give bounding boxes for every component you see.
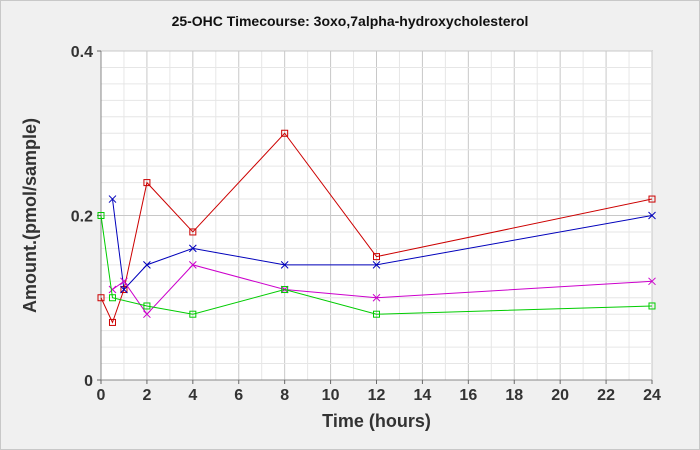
data-point <box>648 277 656 286</box>
x-tick-label: 2 <box>142 387 151 404</box>
data-point <box>648 302 656 310</box>
data-point <box>143 179 151 187</box>
data-point <box>373 253 380 261</box>
data-point <box>189 310 197 318</box>
data-point <box>120 277 128 286</box>
data-point <box>108 195 117 203</box>
series-line <box>100 132 653 324</box>
x-tick-label: 16 <box>459 387 477 404</box>
x-tick-label: 14 <box>414 387 432 404</box>
series-layer <box>97 129 656 326</box>
data-point <box>97 212 105 219</box>
grid <box>100 50 653 381</box>
data-point <box>188 260 197 269</box>
y-tick-label: 0 <box>84 373 93 390</box>
series-line <box>100 215 653 315</box>
x-tick-label: 18 <box>505 387 523 404</box>
x-tick-label: 24 <box>643 387 661 404</box>
data-point <box>143 310 151 319</box>
data-point <box>97 294 105 302</box>
x-tick-label: 8 <box>280 387 289 404</box>
y-tick-label: 0.4 <box>71 44 93 61</box>
series-2 <box>108 195 656 294</box>
series-4 <box>97 212 656 318</box>
y-axis-title: Amount.(pmol/sample) <box>20 118 40 313</box>
x-axis-title: Time (hours) <box>322 411 431 431</box>
data-point <box>648 195 656 203</box>
data-point <box>281 129 289 137</box>
data-point <box>373 310 380 318</box>
x-tick-label: 20 <box>551 387 569 404</box>
x-tick-label: 6 <box>234 387 243 404</box>
data-point <box>108 294 116 302</box>
data-point <box>143 302 151 310</box>
x-tick-label: 22 <box>597 387 615 404</box>
x-tick-label: 10 <box>322 387 340 404</box>
data-point <box>648 211 656 220</box>
chart-title: 25-OHC Timecourse: 3oxo,7alpha-hydroxych… <box>172 13 529 29</box>
x-tick-label: 12 <box>368 387 386 404</box>
data-point <box>372 293 381 302</box>
series-1 <box>97 129 656 326</box>
data-point <box>120 285 128 294</box>
data-point <box>189 228 197 236</box>
x-tick-label: 4 <box>188 387 197 404</box>
y-tick-label: 0.2 <box>71 209 93 226</box>
x-tick-label: 0 <box>97 387 106 404</box>
data-point <box>188 244 197 253</box>
data-point <box>281 286 289 294</box>
data-point <box>372 260 381 269</box>
data-point <box>143 260 151 269</box>
data-point <box>108 318 116 326</box>
data-point <box>280 260 289 269</box>
data-point <box>108 285 117 294</box>
